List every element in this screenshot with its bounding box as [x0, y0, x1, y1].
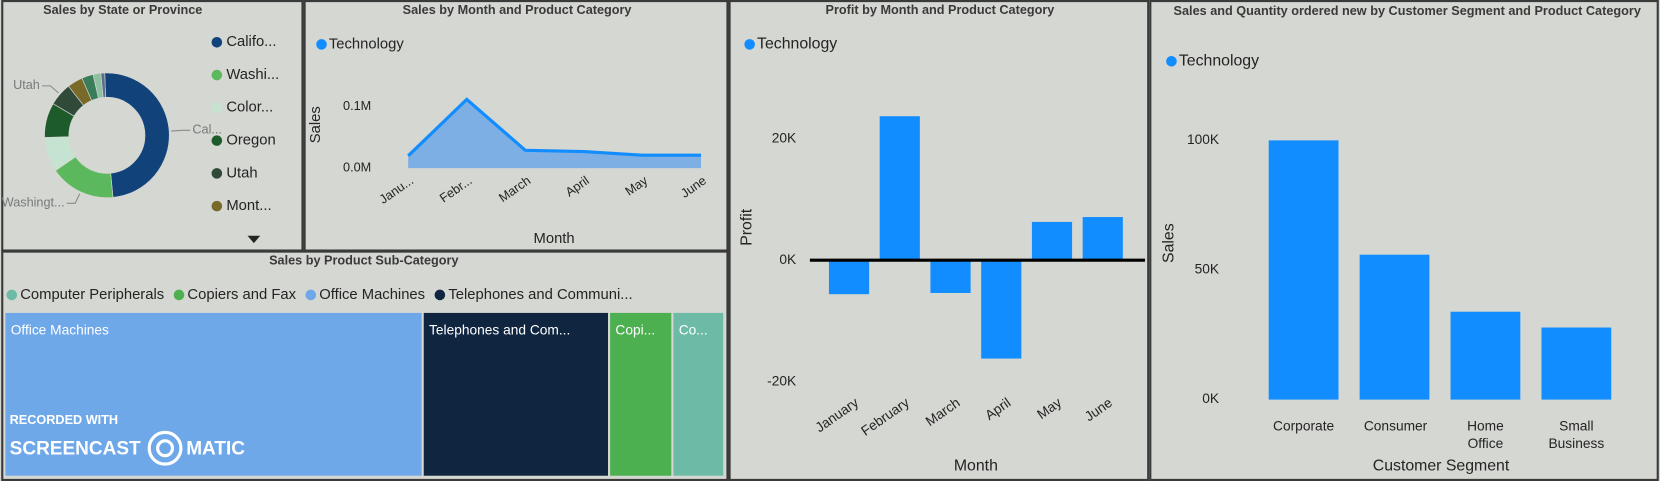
- legend-marker: [211, 200, 223, 212]
- bar: [828, 260, 870, 295]
- x-tick-label: Home Office: [1467, 417, 1504, 452]
- legend-marker: [173, 289, 185, 301]
- panel: [303, 0, 729, 252]
- panel: [728, 0, 1150, 481]
- y-tick-label: 20K: [772, 130, 796, 145]
- panel: [1149, 0, 1659, 481]
- leader-line: [171, 129, 191, 132]
- y-tick-label: 0.1M: [343, 99, 371, 113]
- x-tick-label-box: Small Business: [1548, 417, 1605, 452]
- data-label: Utah: [13, 78, 40, 92]
- legend-marker: [316, 39, 327, 50]
- donut-slice: [104, 72, 170, 198]
- y-axis-label: Sales: [308, 106, 324, 143]
- watermark: MATIC: [186, 438, 245, 459]
- legend-marker: [211, 168, 223, 179]
- bar: [879, 116, 920, 261]
- tile-label: Co...: [679, 323, 708, 338]
- x-axis-label: Month: [534, 231, 575, 247]
- x-tick-label: Consumer: [1363, 417, 1428, 434]
- y-tick-label: 0K: [779, 252, 796, 267]
- watermark: SCREENCAST: [10, 438, 141, 459]
- y-tick-label: 0.0M: [343, 160, 371, 174]
- x-tick-label-box: Corporate: [1273, 417, 1335, 434]
- x-axis-label: Month: [954, 457, 998, 474]
- area: [408, 99, 702, 169]
- bar: [1031, 221, 1073, 261]
- x-tick-label-box: Consumer: [1363, 417, 1428, 434]
- legend-label: Telephones and Communi...: [448, 287, 632, 303]
- bar: [1082, 217, 1123, 261]
- data-label: Washingt...: [2, 196, 65, 210]
- legend-label: Color...: [226, 100, 273, 116]
- legend-label: Computer Peripherals: [20, 287, 164, 303]
- bar: [1450, 311, 1521, 400]
- legend-marker: [211, 135, 223, 146]
- treemap-tile: [423, 312, 609, 476]
- chart-title-box: Sales and Quantity ordered new by Custom…: [1173, 3, 1641, 18]
- legend-marker: [305, 289, 317, 301]
- leader-line: [66, 193, 81, 204]
- legend-marker: [211, 102, 223, 114]
- treemap-tile: [610, 312, 672, 476]
- x-tick-label-box: Home Office: [1467, 417, 1504, 452]
- chart-title: Sales by Month and Product Category: [403, 3, 632, 17]
- bar: [930, 260, 971, 293]
- legend-label: Technology: [1179, 53, 1259, 70]
- legend-label: Oregon: [226, 133, 275, 149]
- tile-label: Copi...: [615, 323, 655, 338]
- chart-title: Profit by Month and Product Category: [826, 3, 1055, 17]
- scroll-arrow[interactable]: [247, 235, 261, 244]
- y-tick-label: -20K: [767, 373, 796, 388]
- bar: [981, 260, 1022, 359]
- legend-label: Office Machines: [319, 287, 425, 303]
- y-axis-label: Profit: [739, 208, 756, 246]
- legend-label: Washi...: [226, 67, 279, 83]
- x-tick-label: Corporate: [1273, 417, 1335, 434]
- y-axis-label: Sales: [1161, 223, 1178, 263]
- bar: [1359, 254, 1430, 400]
- legend-marker: [744, 39, 755, 50]
- x-tick-label: Small Business: [1548, 417, 1605, 452]
- tile-label: Office Machines: [11, 323, 109, 338]
- chart-title: Sales by Product Sub-Category: [269, 253, 458, 267]
- legend-label: Mont...: [226, 198, 271, 214]
- leader-line: [41, 85, 59, 94]
- watermark-logo: [156, 439, 175, 458]
- x-axis-label: Customer Segment: [1373, 457, 1510, 474]
- line: [407, 97, 702, 157]
- legend-marker: [1166, 56, 1177, 67]
- y-tick-label: 0K: [1202, 391, 1219, 406]
- watermark-logo: [147, 430, 183, 466]
- treemap-tile: [673, 312, 724, 476]
- legend-marker: [6, 289, 18, 301]
- legend-label: Utah: [226, 165, 257, 181]
- donut-slice: [100, 72, 106, 98]
- legend-label: Califo...: [226, 34, 276, 50]
- legend-label: Technology: [757, 36, 837, 53]
- y-tick-label: 50K: [1195, 262, 1219, 277]
- watermark: RECORDED WITH: [10, 413, 118, 427]
- y-tick-label: 100K: [1187, 132, 1219, 147]
- chart-title: Sales and Quantity ordered new by Custom…: [1173, 3, 1641, 18]
- bar: [1268, 140, 1339, 400]
- legend-label: Copiers and Fax: [187, 287, 296, 303]
- chart-title: Sales by State or Province: [43, 3, 202, 17]
- data-label: Cal...: [192, 123, 222, 137]
- legend-marker: [211, 69, 223, 81]
- legend-marker: [434, 289, 446, 301]
- legend-marker: [211, 37, 223, 48]
- tile-label: Telephones and Com...: [429, 323, 570, 338]
- bar: [1541, 327, 1612, 400]
- legend-label: Technology: [329, 36, 404, 52]
- treemap-tile: [5, 312, 422, 476]
